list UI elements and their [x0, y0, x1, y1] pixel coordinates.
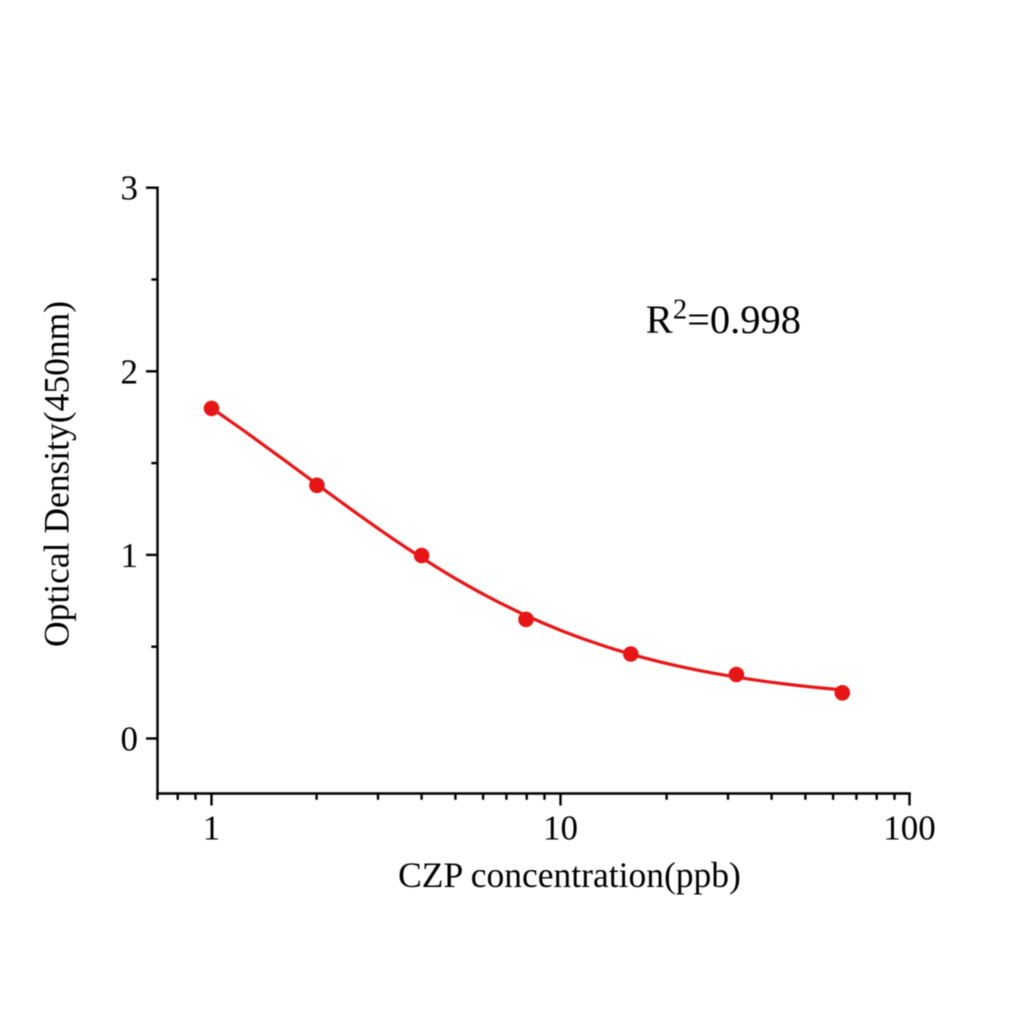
svg-text:R2=0.998: R2=0.998 [646, 295, 801, 343]
svg-text:100: 100 [883, 809, 936, 848]
svg-text:10: 10 [543, 809, 578, 848]
svg-text:1: 1 [203, 809, 221, 848]
svg-text:Optical Density(450nm): Optical Density(450nm) [37, 301, 77, 647]
svg-text:CZP concentration(ppb): CZP concentration(ppb) [398, 855, 741, 895]
svg-text:2: 2 [121, 352, 139, 391]
svg-text:3: 3 [121, 169, 139, 208]
svg-text:0: 0 [121, 720, 139, 759]
svg-text:1: 1 [121, 536, 139, 575]
